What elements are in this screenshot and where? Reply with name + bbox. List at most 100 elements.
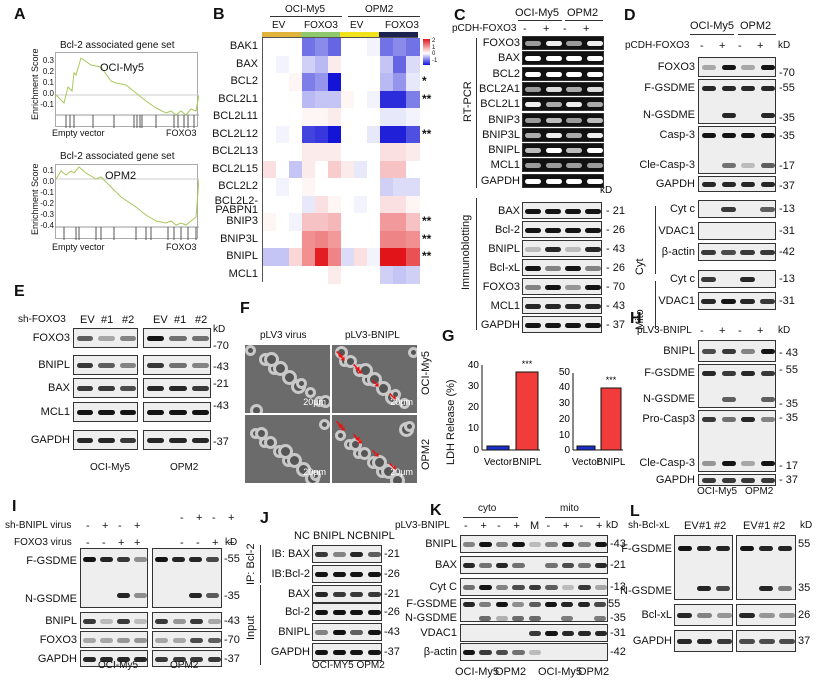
band (192, 438, 210, 443)
heatmap-cell (380, 213, 394, 231)
heatmap-cell (380, 125, 394, 144)
heatmap-cell (367, 230, 381, 249)
cell (264, 436, 277, 449)
heatmap-cell (367, 178, 381, 196)
band (586, 117, 603, 123)
heatmap-cell (367, 55, 381, 74)
heatmap-cell (315, 213, 329, 231)
scale-bar-label: 20μm (390, 397, 413, 407)
band (578, 585, 591, 590)
row-label: Cyt c (669, 203, 695, 215)
band (76, 410, 94, 415)
row-label: β-actin (661, 246, 695, 258)
row-label: Casp-3 (659, 129, 695, 141)
kd-marker: -70 (779, 67, 795, 79)
band (207, 656, 221, 662)
band (100, 618, 113, 624)
heatmap-cell (341, 143, 355, 161)
immunoblot (80, 650, 148, 667)
band (701, 277, 717, 282)
lane-label: - (563, 23, 567, 35)
treatment-label: pCDH-FOXO3 (452, 23, 517, 34)
row-label: N-GSDME (643, 393, 695, 405)
band (146, 410, 164, 415)
band (545, 542, 558, 547)
ip-label: IP: Bcl-2 (245, 543, 257, 585)
heatmap-group-opm2: OPM2 (365, 4, 394, 15)
heatmap-cell (380, 265, 394, 284)
band (586, 163, 603, 169)
row-label: GAPDH (655, 178, 695, 190)
band (586, 178, 603, 184)
band (760, 349, 775, 354)
ib-row-label: FOXO3 (482, 281, 520, 293)
gsea-xright-1: FOXO3 (166, 128, 197, 138)
band (586, 56, 603, 62)
immunoblot (73, 355, 138, 375)
immunoblot (698, 270, 776, 288)
lane-label: #2 (773, 520, 786, 532)
row-label: F-GSDME (621, 543, 672, 555)
kd-marker: -37 (224, 653, 240, 665)
heatmap-cell (367, 125, 381, 144)
kd-marker: -35 (224, 590, 240, 602)
immunoblot (698, 243, 776, 261)
heatmap-cell (406, 143, 420, 161)
heatmap-cell (354, 73, 368, 91)
immunoblot-label: Immunoblotting (460, 214, 472, 290)
band (759, 207, 775, 212)
band (525, 56, 542, 62)
band (566, 71, 583, 77)
heatmap-cell (380, 160, 394, 179)
band (759, 546, 773, 551)
kd-marker: - 35 (779, 398, 798, 410)
band (525, 132, 542, 138)
scale-bar-label: 20μm (303, 397, 326, 407)
band (367, 572, 381, 577)
gene-label: BNIP3L (220, 232, 258, 245)
heatmap-cell (289, 38, 303, 56)
band (350, 592, 364, 597)
band (594, 631, 607, 636)
heatmap-cell (406, 55, 420, 74)
treatment-label: sh-Bcl-xL (628, 520, 670, 531)
micrograph: 20μm (245, 415, 330, 483)
gsea-curve-2 (55, 166, 200, 240)
band (545, 602, 557, 607)
underline (463, 517, 518, 518)
band (721, 86, 736, 91)
heatmap-cell (276, 73, 290, 91)
input-label: Input (245, 615, 257, 640)
band (760, 461, 775, 466)
band (759, 586, 773, 591)
panel-label-d: D (624, 7, 636, 24)
heatmap-cell (328, 230, 342, 249)
lane-label: - (196, 537, 200, 549)
band (760, 397, 775, 402)
band (741, 461, 755, 466)
kd-marker: -26 (384, 606, 400, 618)
band (512, 602, 525, 607)
heatmap-cell (354, 108, 368, 126)
band (740, 299, 756, 304)
heatmap-cell (276, 248, 290, 266)
lane-label: + (102, 520, 109, 532)
heatmap-cell (328, 213, 342, 231)
kd-marker: 37 (798, 635, 811, 647)
band (155, 618, 169, 624)
heatmap-cell (341, 125, 355, 144)
kd-marker: - 43 (606, 243, 625, 255)
kd-label: kD (606, 520, 619, 531)
row-label: FOXO3 (39, 634, 77, 646)
band (740, 250, 756, 255)
band (702, 417, 716, 422)
band (759, 250, 775, 255)
kd-marker: -26 (384, 568, 400, 580)
heatmap-cell (276, 213, 290, 231)
row-opm2: OPM2 (420, 438, 432, 470)
band (134, 618, 147, 624)
band (585, 227, 601, 233)
band (528, 542, 542, 547)
band (479, 563, 492, 568)
heatmap-cell (393, 90, 407, 109)
